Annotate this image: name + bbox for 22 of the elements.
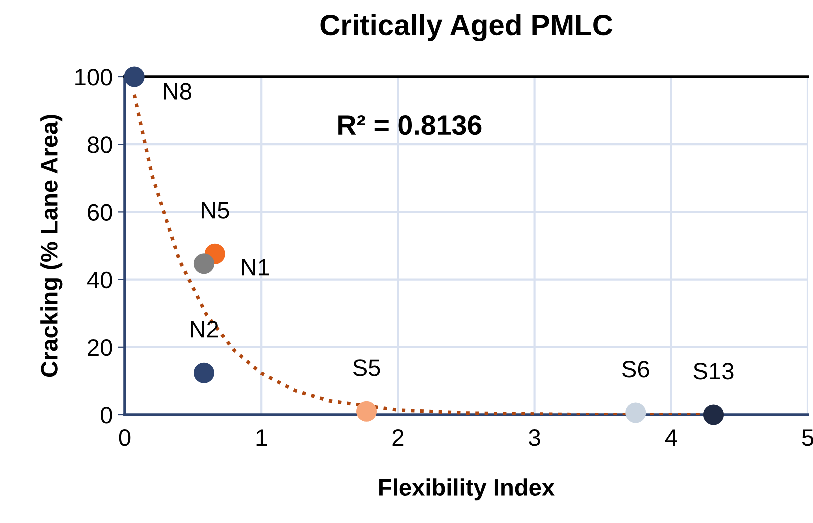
x-tick-label: 2	[392, 430, 404, 446]
annotation: S5	[353, 360, 380, 376]
x-axis-title: Flexibility Index	[380, 478, 555, 501]
annotation: N8	[164, 83, 192, 100]
annotation: R² = 0.8136	[338, 115, 482, 136]
annotation: N1	[242, 259, 270, 276]
x-tick-label: 3	[529, 430, 540, 446]
x-tick-label: 0	[119, 430, 131, 446]
y-tick-label: 20	[88, 339, 112, 356]
y-axis-title: Cracking (% Lane Area)	[40, 115, 63, 378]
annotation: N2	[191, 321, 218, 338]
x-tick-label: 1	[256, 430, 268, 446]
x-tick-label: 4	[665, 430, 678, 446]
y-tick-label: 0	[100, 407, 112, 424]
y-tick-label: 60	[88, 204, 112, 221]
y-tick-label: 40	[87, 272, 112, 289]
chart-title: Critically Aged PMLC	[320, 14, 613, 42]
annotation: S13	[694, 363, 734, 380]
annotation: S6	[622, 361, 650, 378]
y-tick-label: 100	[76, 69, 112, 86]
y-tick-label: 80	[88, 136, 112, 154]
annotation: N5	[202, 202, 230, 219]
